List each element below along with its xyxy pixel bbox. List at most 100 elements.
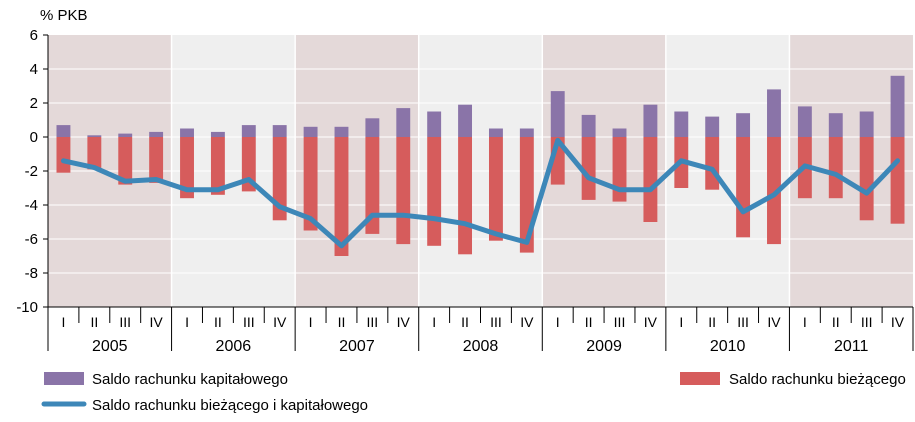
quarter-label: III bbox=[737, 314, 749, 330]
quarter-label: I bbox=[556, 314, 560, 330]
capital-bar bbox=[736, 113, 751, 137]
capital-bar bbox=[488, 128, 503, 137]
quarter-label: I bbox=[62, 314, 66, 330]
quarter-label: I bbox=[432, 314, 436, 330]
combined-line bbox=[60, 137, 901, 249]
capital-bar bbox=[612, 128, 627, 137]
legend-label-current: Saldo rachunku bieżącego bbox=[729, 371, 906, 388]
quarter-label: I bbox=[679, 314, 683, 330]
y-tick-label: -6 bbox=[25, 231, 38, 248]
year-label: 2005 bbox=[92, 338, 128, 355]
capital-bar bbox=[890, 75, 905, 137]
current-bar bbox=[890, 137, 905, 224]
quarter-label: II bbox=[338, 314, 346, 330]
combined-line-path bbox=[60, 137, 901, 249]
current-bar bbox=[458, 137, 473, 255]
quarter-label: III bbox=[490, 314, 502, 330]
current-bar bbox=[365, 137, 380, 234]
quarter-label: II bbox=[585, 314, 593, 330]
year-label: 2010 bbox=[710, 338, 746, 355]
year-label: 2009 bbox=[586, 338, 622, 355]
legend-label-capital: Saldo rachunku kapitałowego bbox=[92, 371, 288, 388]
capital-bar bbox=[396, 108, 411, 137]
capital-bar bbox=[797, 106, 812, 137]
quarter-label: IV bbox=[644, 314, 658, 330]
current-bar bbox=[334, 137, 349, 256]
current-bar bbox=[767, 137, 781, 245]
capital-bar bbox=[458, 104, 473, 137]
year-label: 2007 bbox=[339, 338, 375, 355]
capital-bar bbox=[674, 111, 689, 137]
current-bar bbox=[396, 137, 411, 245]
current-bar bbox=[272, 137, 287, 221]
current-bar bbox=[859, 137, 874, 221]
current-bar bbox=[705, 137, 720, 190]
y-axis-label: % PKB bbox=[40, 7, 88, 24]
y-tick-label: -8 bbox=[25, 265, 38, 282]
quarter-label: IV bbox=[273, 314, 287, 330]
capital-bar bbox=[705, 116, 720, 137]
current-bar bbox=[736, 137, 751, 238]
capital-bar bbox=[581, 114, 596, 137]
quarter-label: II bbox=[90, 314, 98, 330]
current-bar bbox=[488, 137, 503, 241]
current-bar bbox=[118, 137, 133, 185]
current-bar bbox=[427, 137, 442, 246]
y-tick-label: -4 bbox=[25, 197, 38, 214]
quarter-label: III bbox=[119, 314, 131, 330]
quarter-label: III bbox=[614, 314, 626, 330]
quarter-label: IV bbox=[520, 314, 534, 330]
quarter-label: IV bbox=[150, 314, 164, 330]
capital-bar bbox=[519, 128, 534, 137]
capital-bar bbox=[56, 125, 71, 137]
capital-bar bbox=[272, 125, 287, 137]
year-label: 2011 bbox=[834, 338, 869, 355]
capital-bar bbox=[859, 111, 874, 137]
quarter-label: II bbox=[708, 314, 716, 330]
year-label: 2006 bbox=[216, 338, 252, 355]
quarter-label: I bbox=[803, 314, 807, 330]
current-bar bbox=[149, 137, 164, 183]
capital-bar bbox=[303, 126, 318, 137]
current-bar bbox=[643, 137, 658, 222]
current-bar bbox=[210, 137, 225, 195]
quarter-label: III bbox=[861, 314, 873, 330]
quarter-label: II bbox=[832, 314, 840, 330]
capital-bar bbox=[828, 113, 843, 137]
capital-bar bbox=[149, 131, 164, 137]
current-bar bbox=[581, 137, 596, 200]
legend-label-combined: Saldo rachunku bieżącego i kapitałowego bbox=[92, 397, 368, 414]
quarter-label: I bbox=[309, 314, 313, 330]
year-label: 2008 bbox=[463, 338, 499, 355]
y-axis: 6 4 2 0 -2 -4 -6 -8 -10 bbox=[16, 27, 49, 316]
y-tick-label: 4 bbox=[30, 61, 38, 78]
y-tick-label: 0 bbox=[30, 129, 38, 146]
current-bar bbox=[87, 137, 102, 170]
capital-bar bbox=[427, 111, 442, 137]
current-bar bbox=[828, 137, 843, 199]
capital-bar bbox=[241, 125, 256, 137]
capital-bar bbox=[550, 91, 565, 137]
y-tick-label: -2 bbox=[25, 163, 38, 180]
capital-bar bbox=[118, 133, 133, 137]
capital-bar bbox=[334, 126, 349, 137]
quarter-label: IV bbox=[397, 314, 411, 330]
capital-bar bbox=[210, 131, 225, 137]
quarter-label: II bbox=[461, 314, 469, 330]
quarter-label: III bbox=[367, 314, 379, 330]
x-axis: I II III IV I II III IV I II III IV I II III IV I II III IV… bbox=[47, 306, 914, 355]
capital-bar bbox=[643, 104, 658, 137]
quarter-label: IV bbox=[767, 314, 781, 330]
capital-bar bbox=[767, 89, 781, 137]
capital-bar bbox=[87, 135, 102, 137]
current-bar bbox=[241, 137, 256, 192]
y-tick-label: -10 bbox=[16, 299, 38, 316]
quarter-label: II bbox=[214, 314, 222, 330]
legend-swatch-current bbox=[680, 372, 720, 385]
quarter-label: I bbox=[185, 314, 189, 330]
quarter-label: IV bbox=[891, 314, 905, 330]
current-bar bbox=[56, 137, 71, 173]
y-tick-label: 2 bbox=[30, 95, 38, 112]
